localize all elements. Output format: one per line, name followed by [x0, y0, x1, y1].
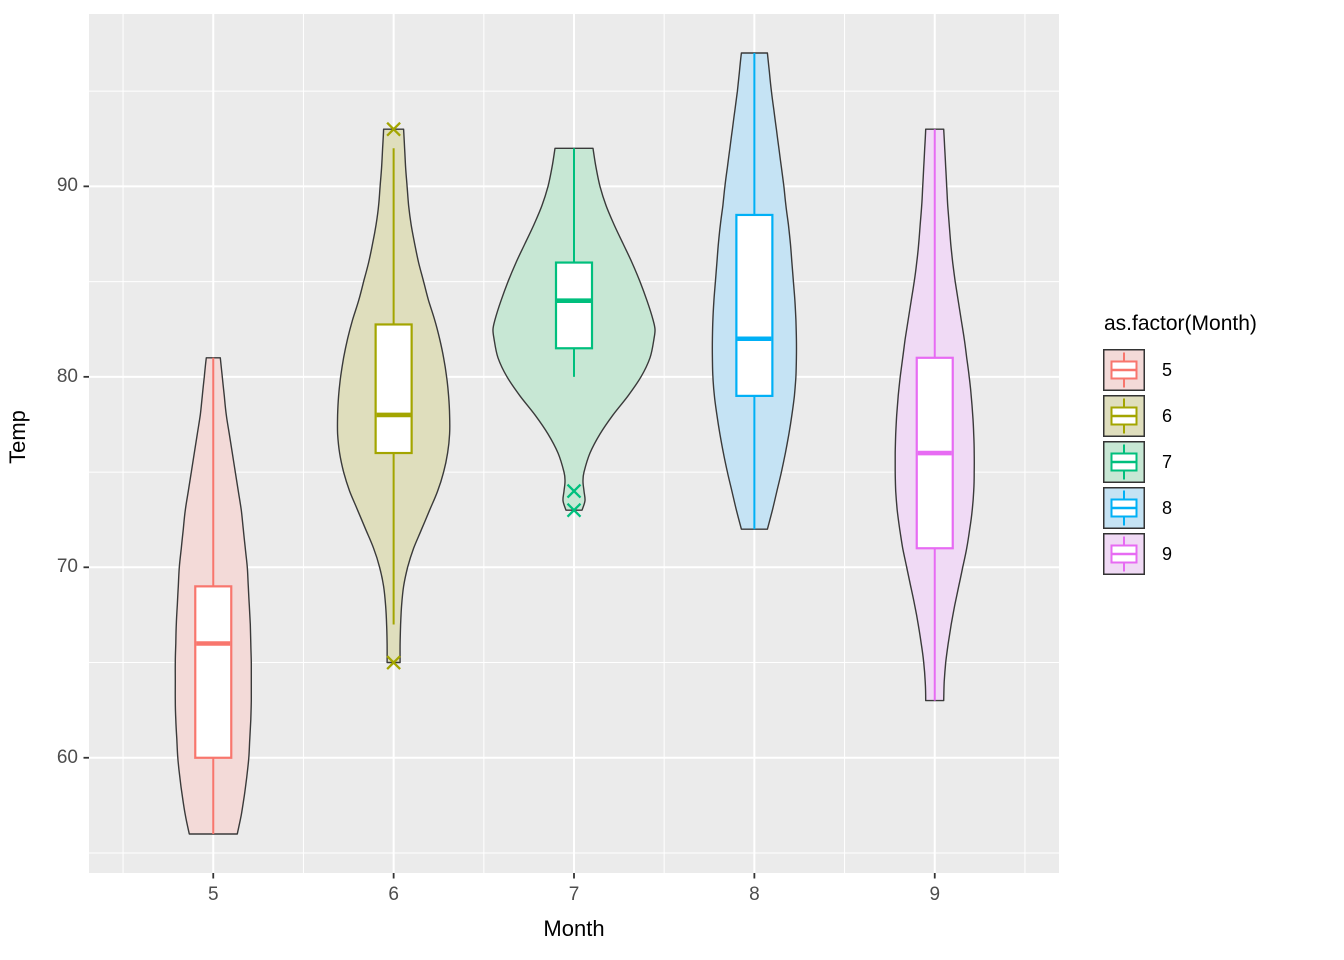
box-month-8: [735, 213, 774, 397]
box-month-6: [374, 323, 413, 455]
legend-key-icon: [1103, 395, 1145, 437]
legend-key-icon: [1103, 487, 1145, 529]
x-tick-label: 6: [388, 884, 399, 905]
legend: as.factor(Month) 5 6 7 8 9: [1103, 312, 1257, 579]
legend-item-8: 8: [1103, 487, 1257, 529]
x-tick-label: 8: [749, 884, 760, 905]
x-tick-label: 7: [568, 884, 580, 905]
legend-item-label: 8: [1162, 497, 1173, 518]
x-tick-label: 9: [929, 884, 941, 905]
legend-key-icon: [1103, 349, 1145, 391]
legend-item-6: 6: [1103, 395, 1257, 437]
y-tick-label: 70: [56, 556, 78, 578]
legend-item-7: 7: [1103, 441, 1257, 483]
legend-item-label: 9: [1162, 543, 1173, 564]
legend-key-icon: [1103, 533, 1145, 575]
legend-item-label: 5: [1162, 359, 1173, 380]
y-tick-label: 60: [56, 746, 78, 768]
box-month-5: [194, 585, 233, 759]
outlier-x-month-6: [386, 655, 401, 670]
legend-item-label: 6: [1162, 405, 1173, 426]
outlier-x-month-6: [386, 121, 401, 137]
box-month-7: [554, 261, 594, 350]
outlier-x-month-7: [566, 502, 582, 518]
legend-key-icon: [1103, 441, 1145, 483]
outlier-x-month-7: [566, 483, 582, 499]
legend-item-9: 9: [1103, 533, 1257, 575]
legend-item-5: 5: [1103, 349, 1257, 391]
y-axis-title: Temp: [5, 410, 30, 464]
legend-item-label: 7: [1162, 451, 1173, 472]
x-axis-title: Month: [543, 916, 605, 941]
y-tick-label: 80: [56, 365, 78, 387]
legend-title: as.factor(Month): [1104, 312, 1257, 335]
legend-items: 5 6 7 8 9: [1103, 349, 1257, 575]
x-tick-label: 5: [207, 884, 219, 905]
y-tick-label: 90: [56, 175, 78, 197]
